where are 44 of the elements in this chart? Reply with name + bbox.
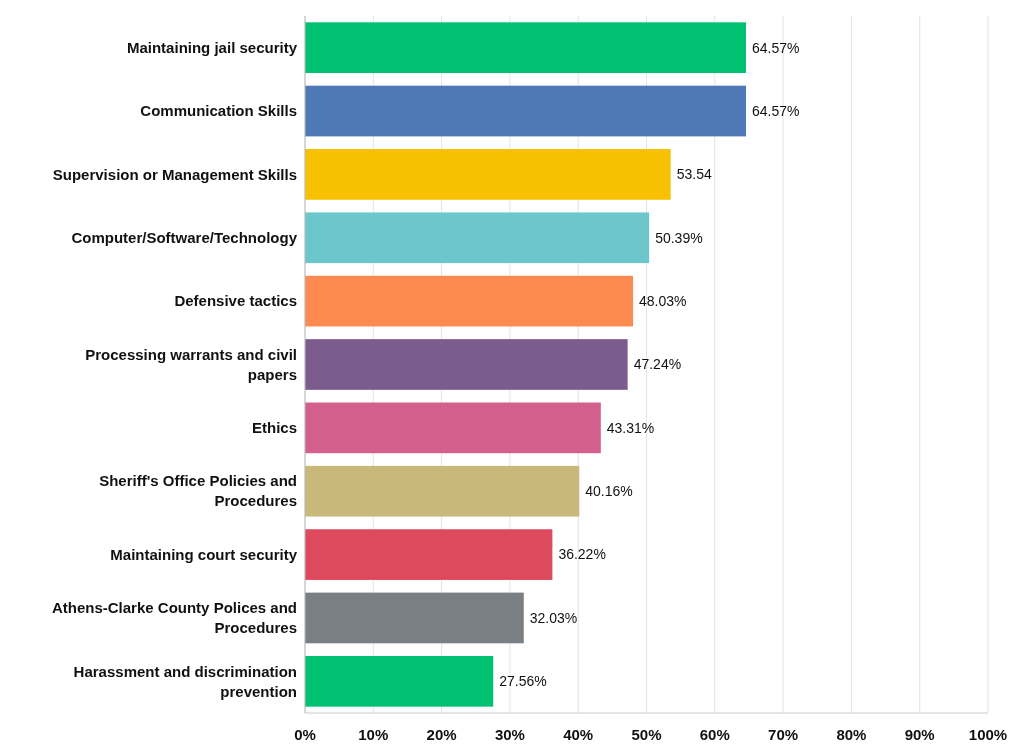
x-tick-label: 30%	[494, 726, 525, 743]
y-tick-label: Processing warrants and civil papers	[85, 345, 297, 383]
data-label: 64.57%	[752, 39, 800, 56]
x-tick-label: 90%	[904, 726, 935, 743]
x-tick-label: 0%	[294, 726, 316, 743]
x-tick-label: 50%	[631, 726, 662, 743]
x-tick-label: 100%	[968, 726, 1008, 743]
y-tick-label: Sheriff's Office Policies and Procedures	[99, 472, 297, 510]
y-tick-label: Defensive tactics	[174, 292, 297, 310]
y-tick-label: Harassment and discrimination prevention	[73, 662, 297, 700]
x-tick-label: 10%	[358, 726, 389, 743]
x-tick-label: 80%	[836, 726, 867, 743]
data-label: 53.54	[676, 166, 712, 183]
data-label: 47.24%	[633, 356, 682, 373]
data-label: 32.03%	[529, 609, 578, 626]
data-label: 64.57%	[752, 102, 800, 119]
y-tick-label: Maintaining jail security	[126, 38, 298, 56]
y-tick-label: Computer/Software/Technology	[71, 229, 298, 247]
data-label: 48.03%	[639, 293, 687, 310]
bar	[305, 655, 494, 707]
y-tick-label: Communication Skills	[140, 102, 297, 120]
data-label: 27.56%	[499, 673, 547, 690]
bar	[305, 402, 601, 454]
data-label: 40.16%	[585, 483, 633, 500]
bar	[305, 85, 747, 137]
bar	[305, 529, 553, 580]
y-tick-label: Supervision or Management Skills	[52, 165, 297, 183]
data-label: 36.22%	[558, 546, 606, 563]
x-tick-label: 70%	[768, 726, 799, 743]
x-tick-label: 60%	[699, 726, 730, 743]
y-tick-label: Athens-Clarke County Polices and Procedures	[51, 599, 297, 637]
bar	[305, 465, 580, 517]
bar	[305, 339, 628, 390]
bar	[305, 22, 747, 74]
bar	[305, 592, 524, 644]
y-tick-label: Maintaining court security	[110, 545, 298, 563]
bar	[305, 149, 671, 200]
x-tick-label: 20%	[426, 726, 457, 743]
bar	[305, 275, 634, 327]
data-label: 50.39%	[655, 229, 703, 246]
bar	[305, 212, 650, 264]
x-tick-label: 40%	[563, 726, 594, 743]
data-label: 43.31%	[606, 419, 655, 436]
y-tick-label: Ethics	[251, 419, 297, 437]
